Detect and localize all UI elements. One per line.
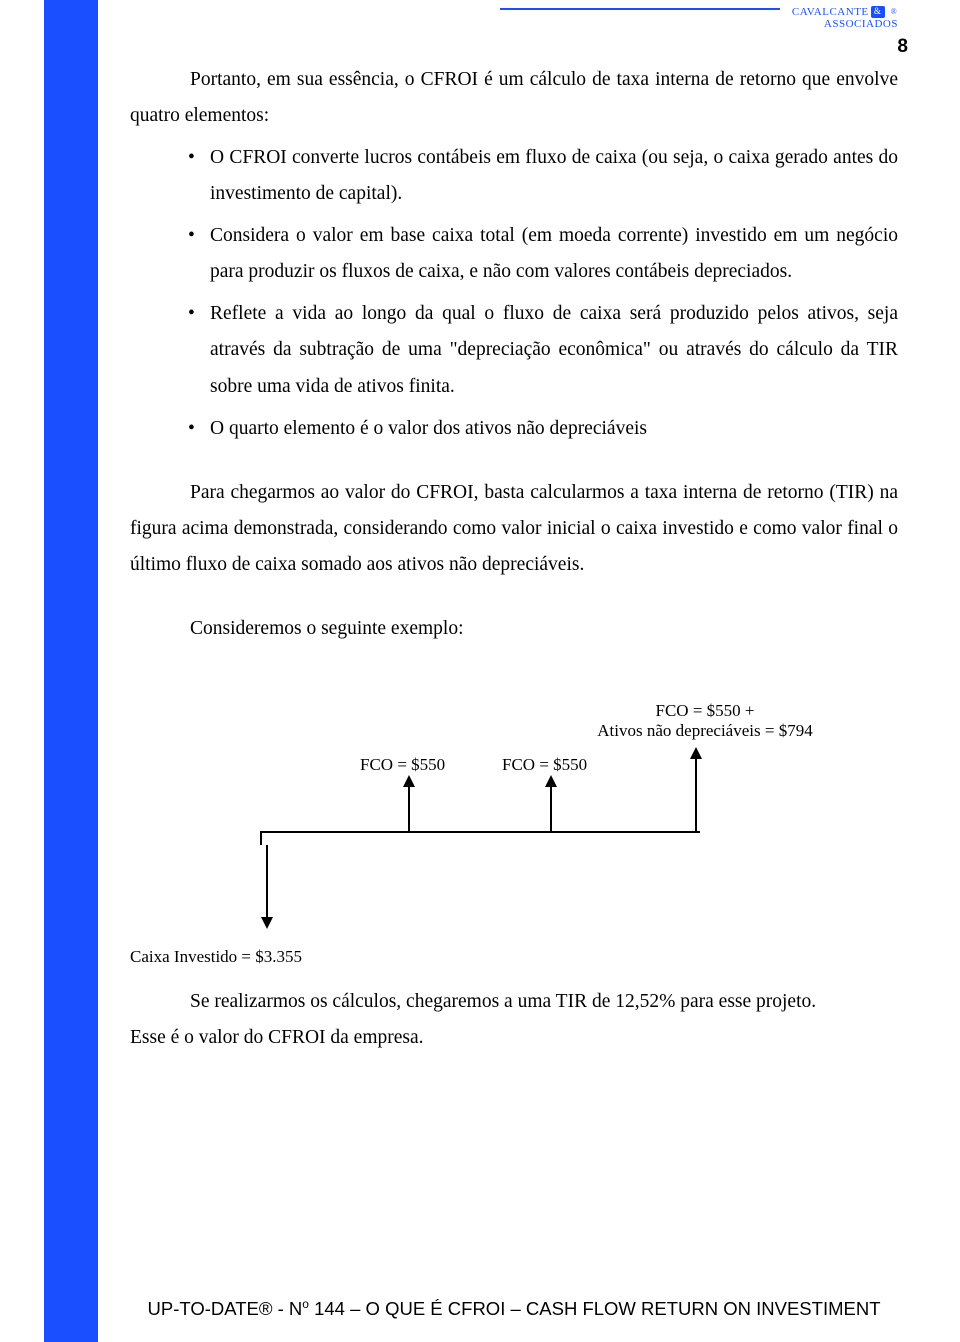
page-number: 8: [897, 36, 908, 58]
arrow-down-caixa: [266, 845, 268, 927]
fco3-label: FCO = $550 + Ativos não depreciáveis = $…: [580, 701, 830, 742]
arrow-up-3: [695, 749, 697, 831]
conclusion: Se realizarmos os cálculos, chegaremos a…: [130, 984, 898, 1056]
brand-top-text: CAVALCANTE: [792, 6, 869, 18]
timeline: [260, 831, 700, 833]
conclusion-line1: Se realizarmos os cálculos, chegaremos a…: [130, 984, 898, 1020]
arrow-up-1: [408, 777, 410, 831]
bullet-list: O CFROI converte lucros contábeis em flu…: [130, 140, 898, 447]
footer: UP-TO-DATE® - No 144 – O QUE É CFROI – C…: [130, 1297, 898, 1320]
header-rule: [500, 8, 780, 10]
timeline-left-tick: [260, 831, 262, 845]
arrow-up-2: [550, 777, 552, 831]
intro-paragraph: Portanto, em sua essência, o CFROI é um …: [130, 62, 898, 134]
footer-post: 144 – O QUE É CFROI – CASH FLOW RETURN O…: [309, 1298, 881, 1319]
caixa-label: Caixa Investido = $3.355: [130, 941, 898, 972]
page: CAVALCANTE & ® ASSOCIADOS 8 Portanto, em…: [0, 0, 960, 1342]
fco1-label: FCO = $550: [360, 755, 445, 775]
footer-sup: o: [302, 1297, 309, 1311]
brand-top-row: CAVALCANTE & ®: [792, 6, 898, 18]
conclusion-line2: Esse é o valor do CFROI da empresa.: [130, 1020, 898, 1056]
fco3-line1: FCO = $550 +: [656, 701, 755, 720]
cashflow-diagram: FCO = $550 + Ativos não depreciáveis = $…: [130, 681, 898, 941]
example-intro: Consideremos o seguinte exemplo:: [130, 611, 898, 647]
brand-bottom-text: ASSOCIADOS: [824, 18, 898, 30]
list-item: Considera o valor em base caixa total (e…: [188, 218, 898, 290]
registered-icon: ®: [891, 8, 898, 17]
fco3-line2: Ativos não depreciáveis = $794: [597, 721, 812, 740]
mid-paragraph: Para chegarmos ao valor do CFROI, basta …: [130, 475, 898, 583]
fco2-label: FCO = $550: [502, 755, 587, 775]
brand-amp-icon: &: [871, 6, 885, 18]
list-item: O CFROI converte lucros contábeis em flu…: [188, 140, 898, 212]
list-item: Reflete a vida ao longo da qual o fluxo …: [188, 296, 898, 404]
list-item: O quarto elemento é o valor dos ativos n…: [188, 411, 898, 447]
main-content: Portanto, em sua essência, o CFROI é um …: [130, 62, 898, 1056]
brand-logo: CAVALCANTE & ® ASSOCIADOS: [792, 6, 898, 30]
sidebar-blue-bar: [44, 0, 98, 1342]
footer-pre: UP-TO-DATE® - N: [148, 1298, 303, 1319]
